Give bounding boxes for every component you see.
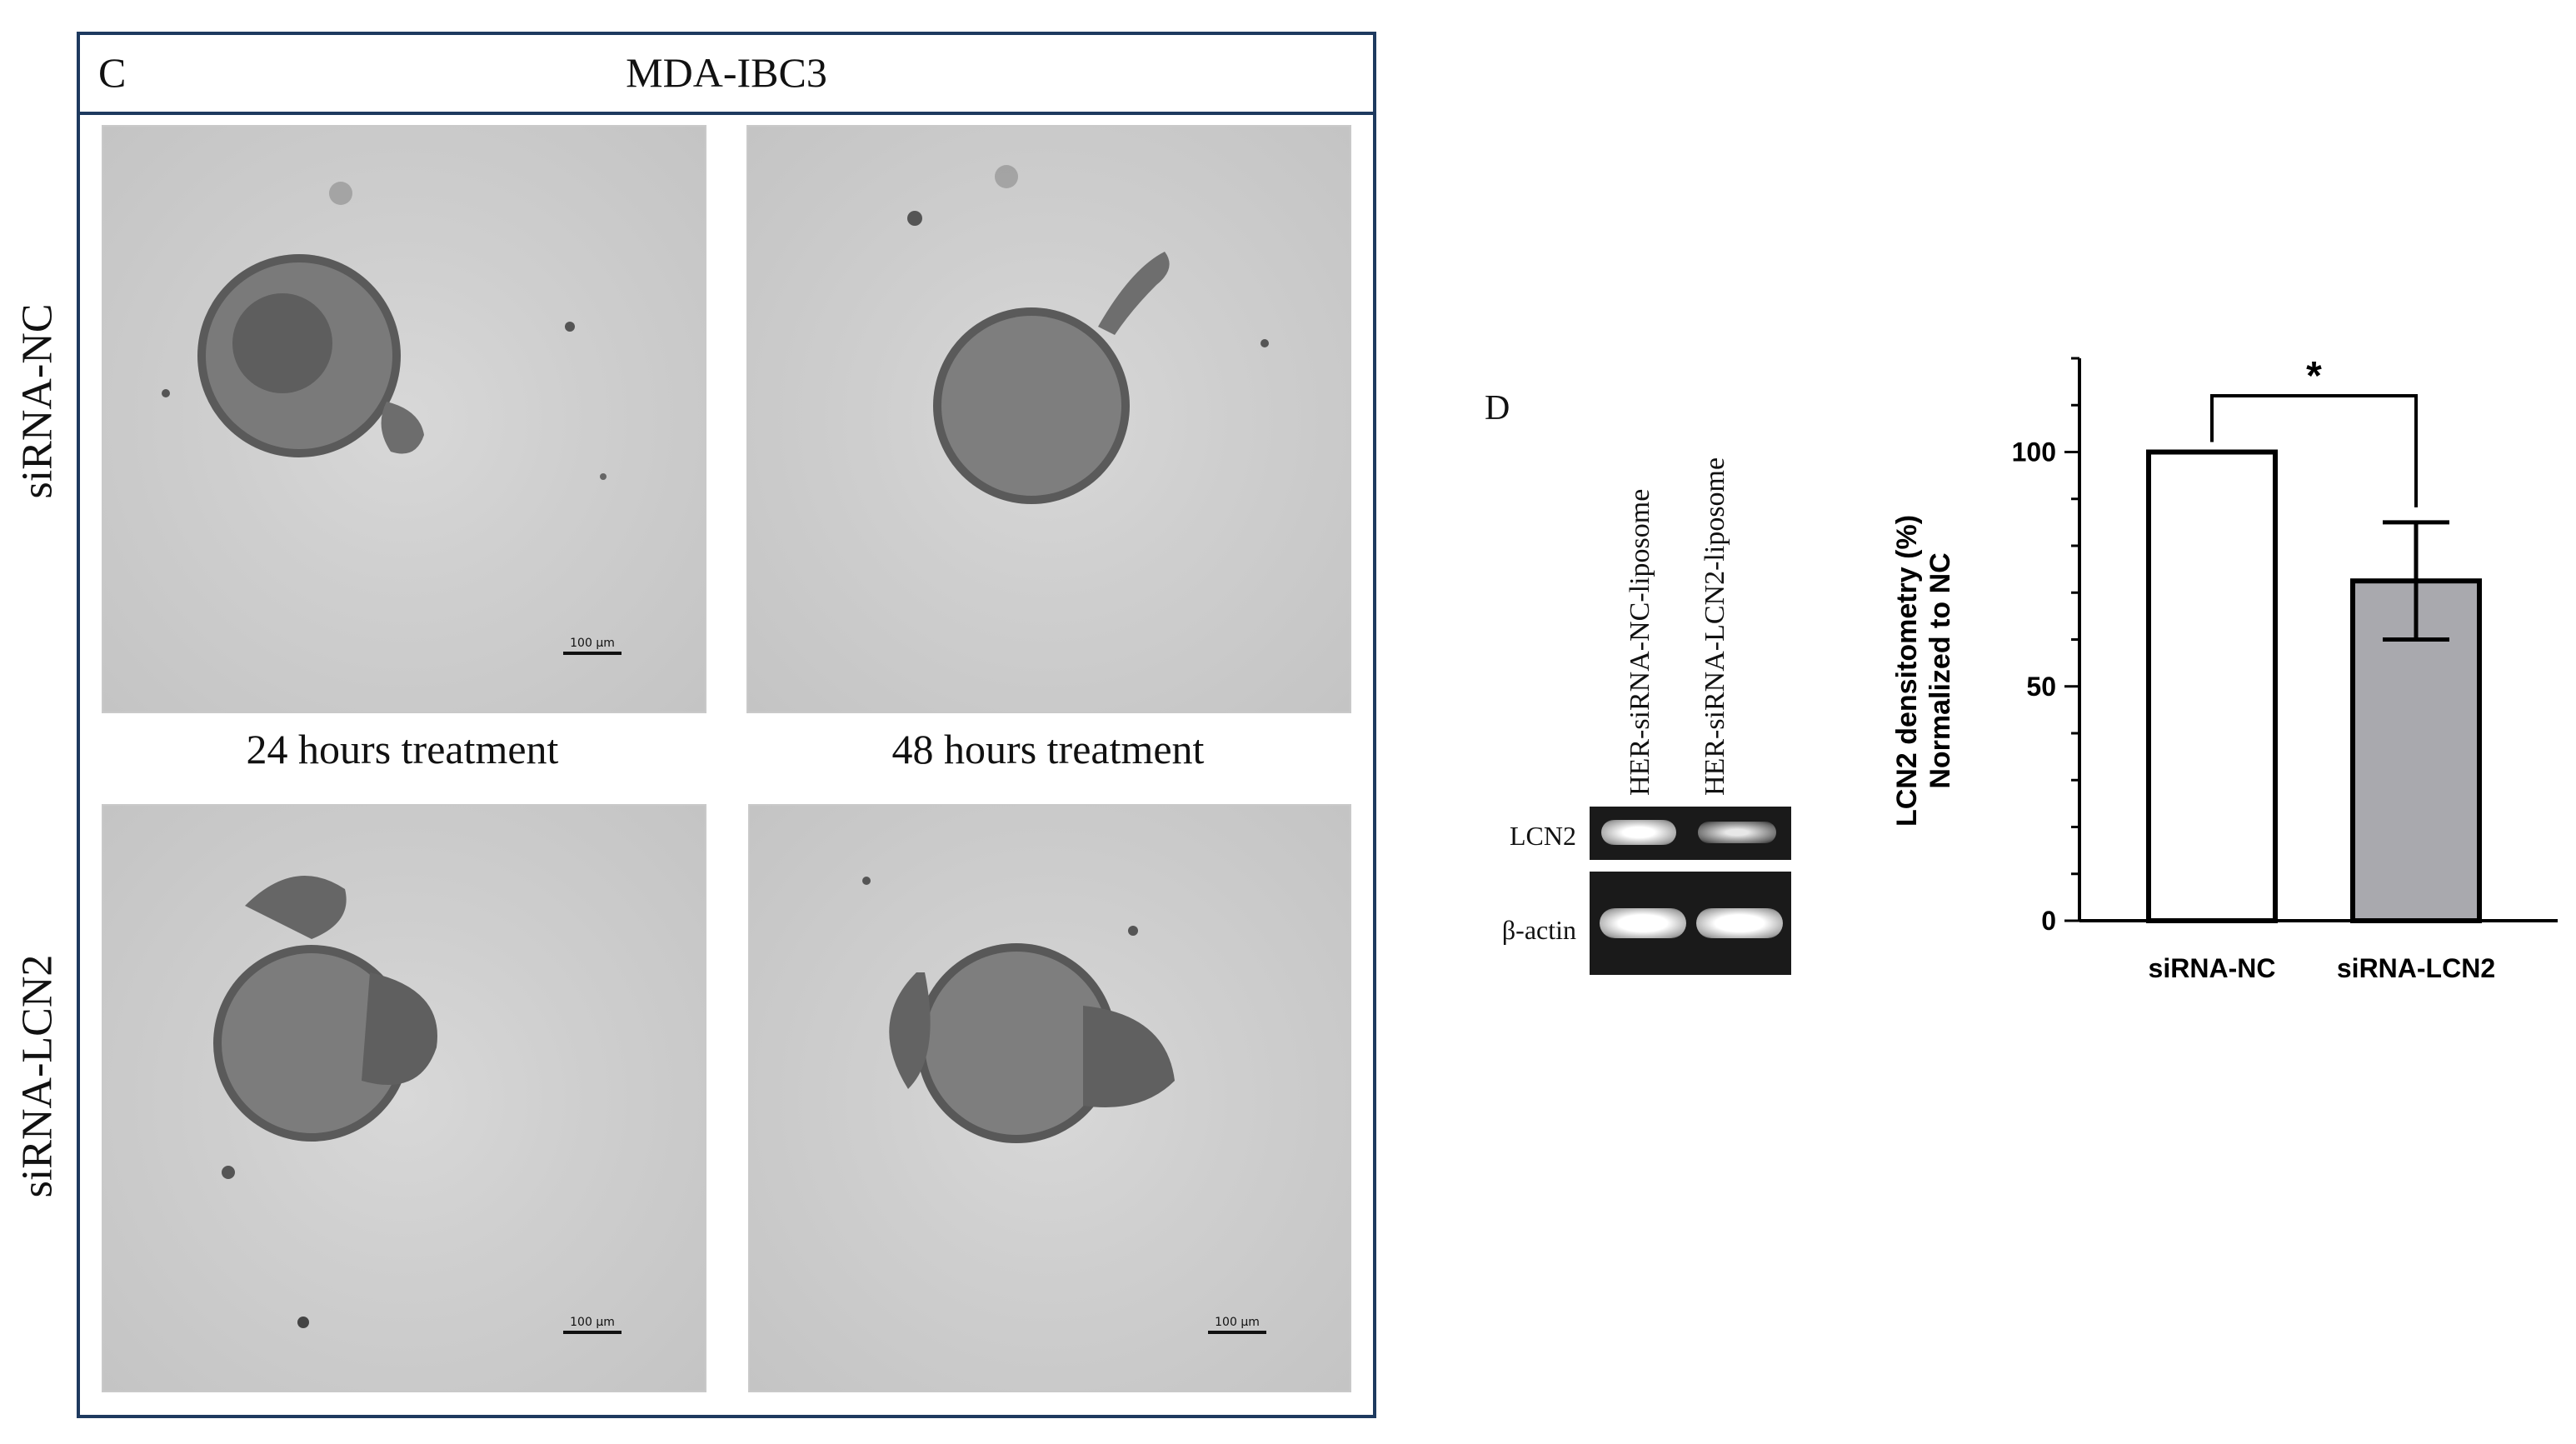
time-label-48h: 48 hours treatment <box>891 726 1205 772</box>
scale-bar: 100 µm <box>1208 1316 1266 1334</box>
band-actin-lcn2 <box>1696 908 1783 938</box>
panel-d-letter: D <box>1485 389 1510 427</box>
time-label-24h: 24 hours treatment <box>246 726 559 772</box>
panel-c: C MDA-IBC3 <box>77 32 1376 1418</box>
bar-chart: LCN2 densitometry (%) Normalized to NC 0… <box>1891 354 2558 983</box>
y-tick-label: 0 <box>2041 906 2056 936</box>
micrograph-lcn2-24h: 100 µm <box>102 804 706 1392</box>
band-lcn2-nc <box>1601 820 1676 845</box>
row-label-nc: siRNA-NC <box>13 303 62 499</box>
scale-bar-label: 100 µm <box>570 637 615 650</box>
panel-c-letter: C <box>98 49 127 96</box>
row-label-lcn2: siRNA-LCN2 <box>13 954 62 1198</box>
significance-star: * <box>2306 354 2322 398</box>
blot-row-actin: β-actin <box>1501 915 1576 945</box>
bar-sirna-nc <box>2146 449 2278 923</box>
y-axis-label-line2: Normalized to NC <box>1925 552 1956 788</box>
blot-row-lcn2: LCN2 <box>1510 821 1576 851</box>
scale-bar: 100 µm <box>563 1316 622 1334</box>
significance-bracket <box>2210 394 2418 507</box>
lane-label-lcn2: HER-siRNA-LCN2-liposome <box>1700 457 1730 796</box>
y-axis-label: LCN2 densitometry (%) Normalized to NC <box>1891 515 1956 827</box>
micrograph-nc-48h <box>746 125 1351 713</box>
scale-bar-label: 100 µm <box>570 1316 615 1329</box>
blot-lcn2 <box>1590 807 1791 860</box>
lane-label-nc: HER-siRNA-NC-liposome <box>1625 488 1655 796</box>
band-actin-nc <box>1600 908 1686 938</box>
panel-c-header: C MDA-IBC3 <box>80 35 1373 115</box>
x-tick-label: siRNA-NC <box>2149 953 2276 983</box>
micrograph-nc-24h: 100 µm <box>102 125 706 713</box>
micrograph-lcn2-48h: 100 µm <box>748 804 1351 1392</box>
blot-actin <box>1590 872 1791 975</box>
scale-bar-label: 100 µm <box>1215 1316 1260 1329</box>
panel-c-title: MDA-IBC3 <box>626 49 827 96</box>
y-axis-label-line1: LCN2 densitometry (%) <box>1891 515 1923 827</box>
y-tick-label: 50 <box>2026 672 2056 702</box>
x-tick-label: siRNA-LCN2 <box>2337 953 2495 983</box>
scale-bar: 100 µm <box>563 637 622 655</box>
band-lcn2-lcn2 <box>1698 822 1776 843</box>
y-tick-label: 100 <box>2012 437 2056 467</box>
